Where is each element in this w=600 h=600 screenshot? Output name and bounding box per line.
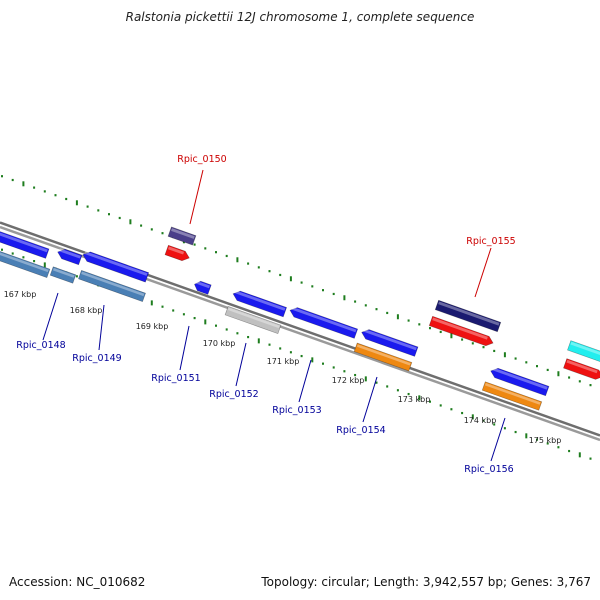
gene-label[interactable]: Rpic_0148 <box>16 340 65 351</box>
kbp-label: 168 kbp <box>70 306 103 315</box>
kbp-label: 170 kbp <box>203 339 236 348</box>
gene-label[interactable]: Rpic_0153 <box>272 405 321 416</box>
gene-label[interactable]: Rpic_0151 <box>151 373 200 384</box>
feature-gene[interactable] <box>224 306 282 334</box>
feature-cds[interactable] <box>193 280 212 295</box>
feature-gene[interactable] <box>481 381 543 411</box>
gene-label[interactable]: Rpic_0150 <box>177 154 226 165</box>
gene-label[interactable]: Rpic_0156 <box>464 464 513 475</box>
feature-gene[interactable] <box>434 299 502 333</box>
kbp-label: 175 kbp <box>529 436 562 445</box>
leader-line <box>298 359 312 403</box>
gene-label[interactable]: Rpic_0149 <box>72 353 121 364</box>
feature-gene[interactable] <box>0 250 51 278</box>
label-leaders <box>42 169 506 462</box>
leader-line <box>189 169 204 225</box>
leader-line <box>474 247 492 298</box>
gene-features <box>0 226 600 411</box>
feature-cds[interactable] <box>360 328 419 357</box>
feature-cds[interactable] <box>231 289 287 318</box>
scale-ticks <box>1 175 592 460</box>
feature-cds[interactable] <box>563 358 600 382</box>
leader-line <box>490 417 506 462</box>
leader-line <box>98 304 105 351</box>
leader-line <box>42 292 59 341</box>
feature-gene[interactable] <box>49 266 77 284</box>
feature-gene[interactable] <box>353 342 413 372</box>
feature-cds[interactable] <box>56 247 83 266</box>
leader-line <box>179 325 190 371</box>
kbp-labels: 167 kbp 168 kbp 169 kbp 170 kbp 171 kbp 172 k… <box>4 290 562 445</box>
feature-cds[interactable] <box>164 244 191 262</box>
leader-line <box>362 376 378 423</box>
kbp-label: 173 kbp <box>398 395 431 404</box>
feature-gene[interactable] <box>167 226 197 246</box>
kbp-label: 167 kbp <box>4 290 37 299</box>
kbp-label: 171 kbp <box>267 357 300 366</box>
topology-summary: Topology: circular; Length: 3,942,557 bp… <box>261 575 591 589</box>
accession-text: Accession: NC_010682 <box>9 575 146 589</box>
feature-gene[interactable] <box>567 340 600 364</box>
feature-cds[interactable] <box>489 366 550 397</box>
feature-gene[interactable] <box>78 270 146 302</box>
gene-label[interactable]: Rpic_0152 <box>209 389 258 400</box>
gene-label[interactable]: Rpic_0155 <box>466 236 515 247</box>
feature-cds[interactable] <box>428 315 495 348</box>
kbp-label: 174 kbp <box>464 416 497 425</box>
feature-cds[interactable] <box>0 230 50 259</box>
feature-cds[interactable] <box>288 306 359 339</box>
kbp-label: 172 kbp <box>332 376 365 385</box>
feature-cds[interactable] <box>81 250 150 283</box>
leader-line <box>235 342 247 387</box>
map-title: Ralstonia pickettii 12J chromosome 1, co… <box>125 10 475 24</box>
gene-labels: Rpic_0148 Rpic_0149 Rpic_0150 Rpic_0151 Rpic… <box>16 154 515 475</box>
kbp-label: 169 kbp <box>136 322 169 331</box>
gene-label[interactable]: Rpic_0154 <box>336 425 385 436</box>
